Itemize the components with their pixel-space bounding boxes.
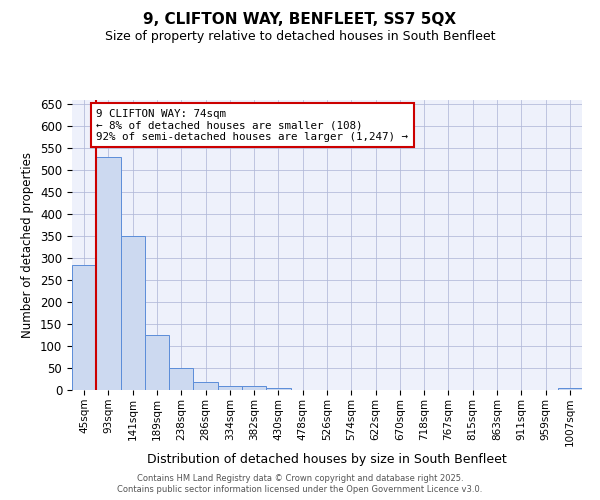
- Text: Contains HM Land Registry data © Crown copyright and database right 2025.: Contains HM Land Registry data © Crown c…: [137, 474, 463, 483]
- X-axis label: Distribution of detached houses by size in South Benfleet: Distribution of detached houses by size …: [147, 453, 507, 466]
- Bar: [242, 386, 266, 390]
- Bar: [193, 382, 218, 390]
- Bar: [218, 386, 242, 390]
- Bar: [121, 236, 145, 390]
- Text: 9, CLIFTON WAY, BENFLEET, SS7 5QX: 9, CLIFTON WAY, BENFLEET, SS7 5QX: [143, 12, 457, 28]
- Bar: [266, 388, 290, 390]
- Bar: [96, 157, 121, 390]
- Bar: [169, 368, 193, 390]
- Bar: [558, 388, 582, 390]
- Bar: [145, 335, 169, 390]
- Y-axis label: Number of detached properties: Number of detached properties: [22, 152, 34, 338]
- Text: 9 CLIFTON WAY: 74sqm
← 8% of detached houses are smaller (108)
92% of semi-detac: 9 CLIFTON WAY: 74sqm ← 8% of detached ho…: [96, 109, 408, 142]
- Text: Contains public sector information licensed under the Open Government Licence v3: Contains public sector information licen…: [118, 485, 482, 494]
- Bar: [72, 265, 96, 390]
- Text: Size of property relative to detached houses in South Benfleet: Size of property relative to detached ho…: [105, 30, 495, 43]
